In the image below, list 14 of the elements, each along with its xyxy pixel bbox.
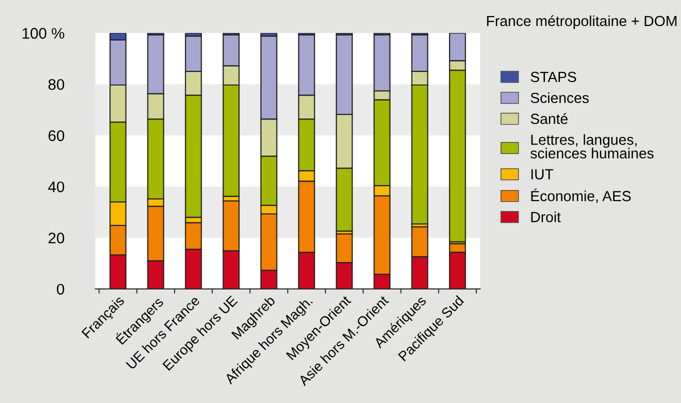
y-tick-label: 60: [48, 130, 64, 142]
y-tick-label: 0: [56, 284, 64, 295]
legend-label: STAPS: [530, 72, 576, 82]
y-tick-label: 20: [48, 232, 64, 244]
legend-label: IUT: [531, 169, 554, 180]
legend-label: Santé: [530, 113, 568, 124]
y-tick-label: 100 %: [22, 28, 64, 39]
legend-label: Économie, AES: [531, 188, 631, 203]
text: France métropolitaine + DOM: [487, 15, 676, 30]
y-tick-label: 80: [48, 79, 64, 90]
legend-label: Sciences: [530, 92, 589, 104]
legend-label: Droit: [531, 212, 561, 222]
y-tick-label: 40: [48, 181, 64, 192]
legend-label: Lettres, langues, sciences humaines: [530, 134, 654, 158]
